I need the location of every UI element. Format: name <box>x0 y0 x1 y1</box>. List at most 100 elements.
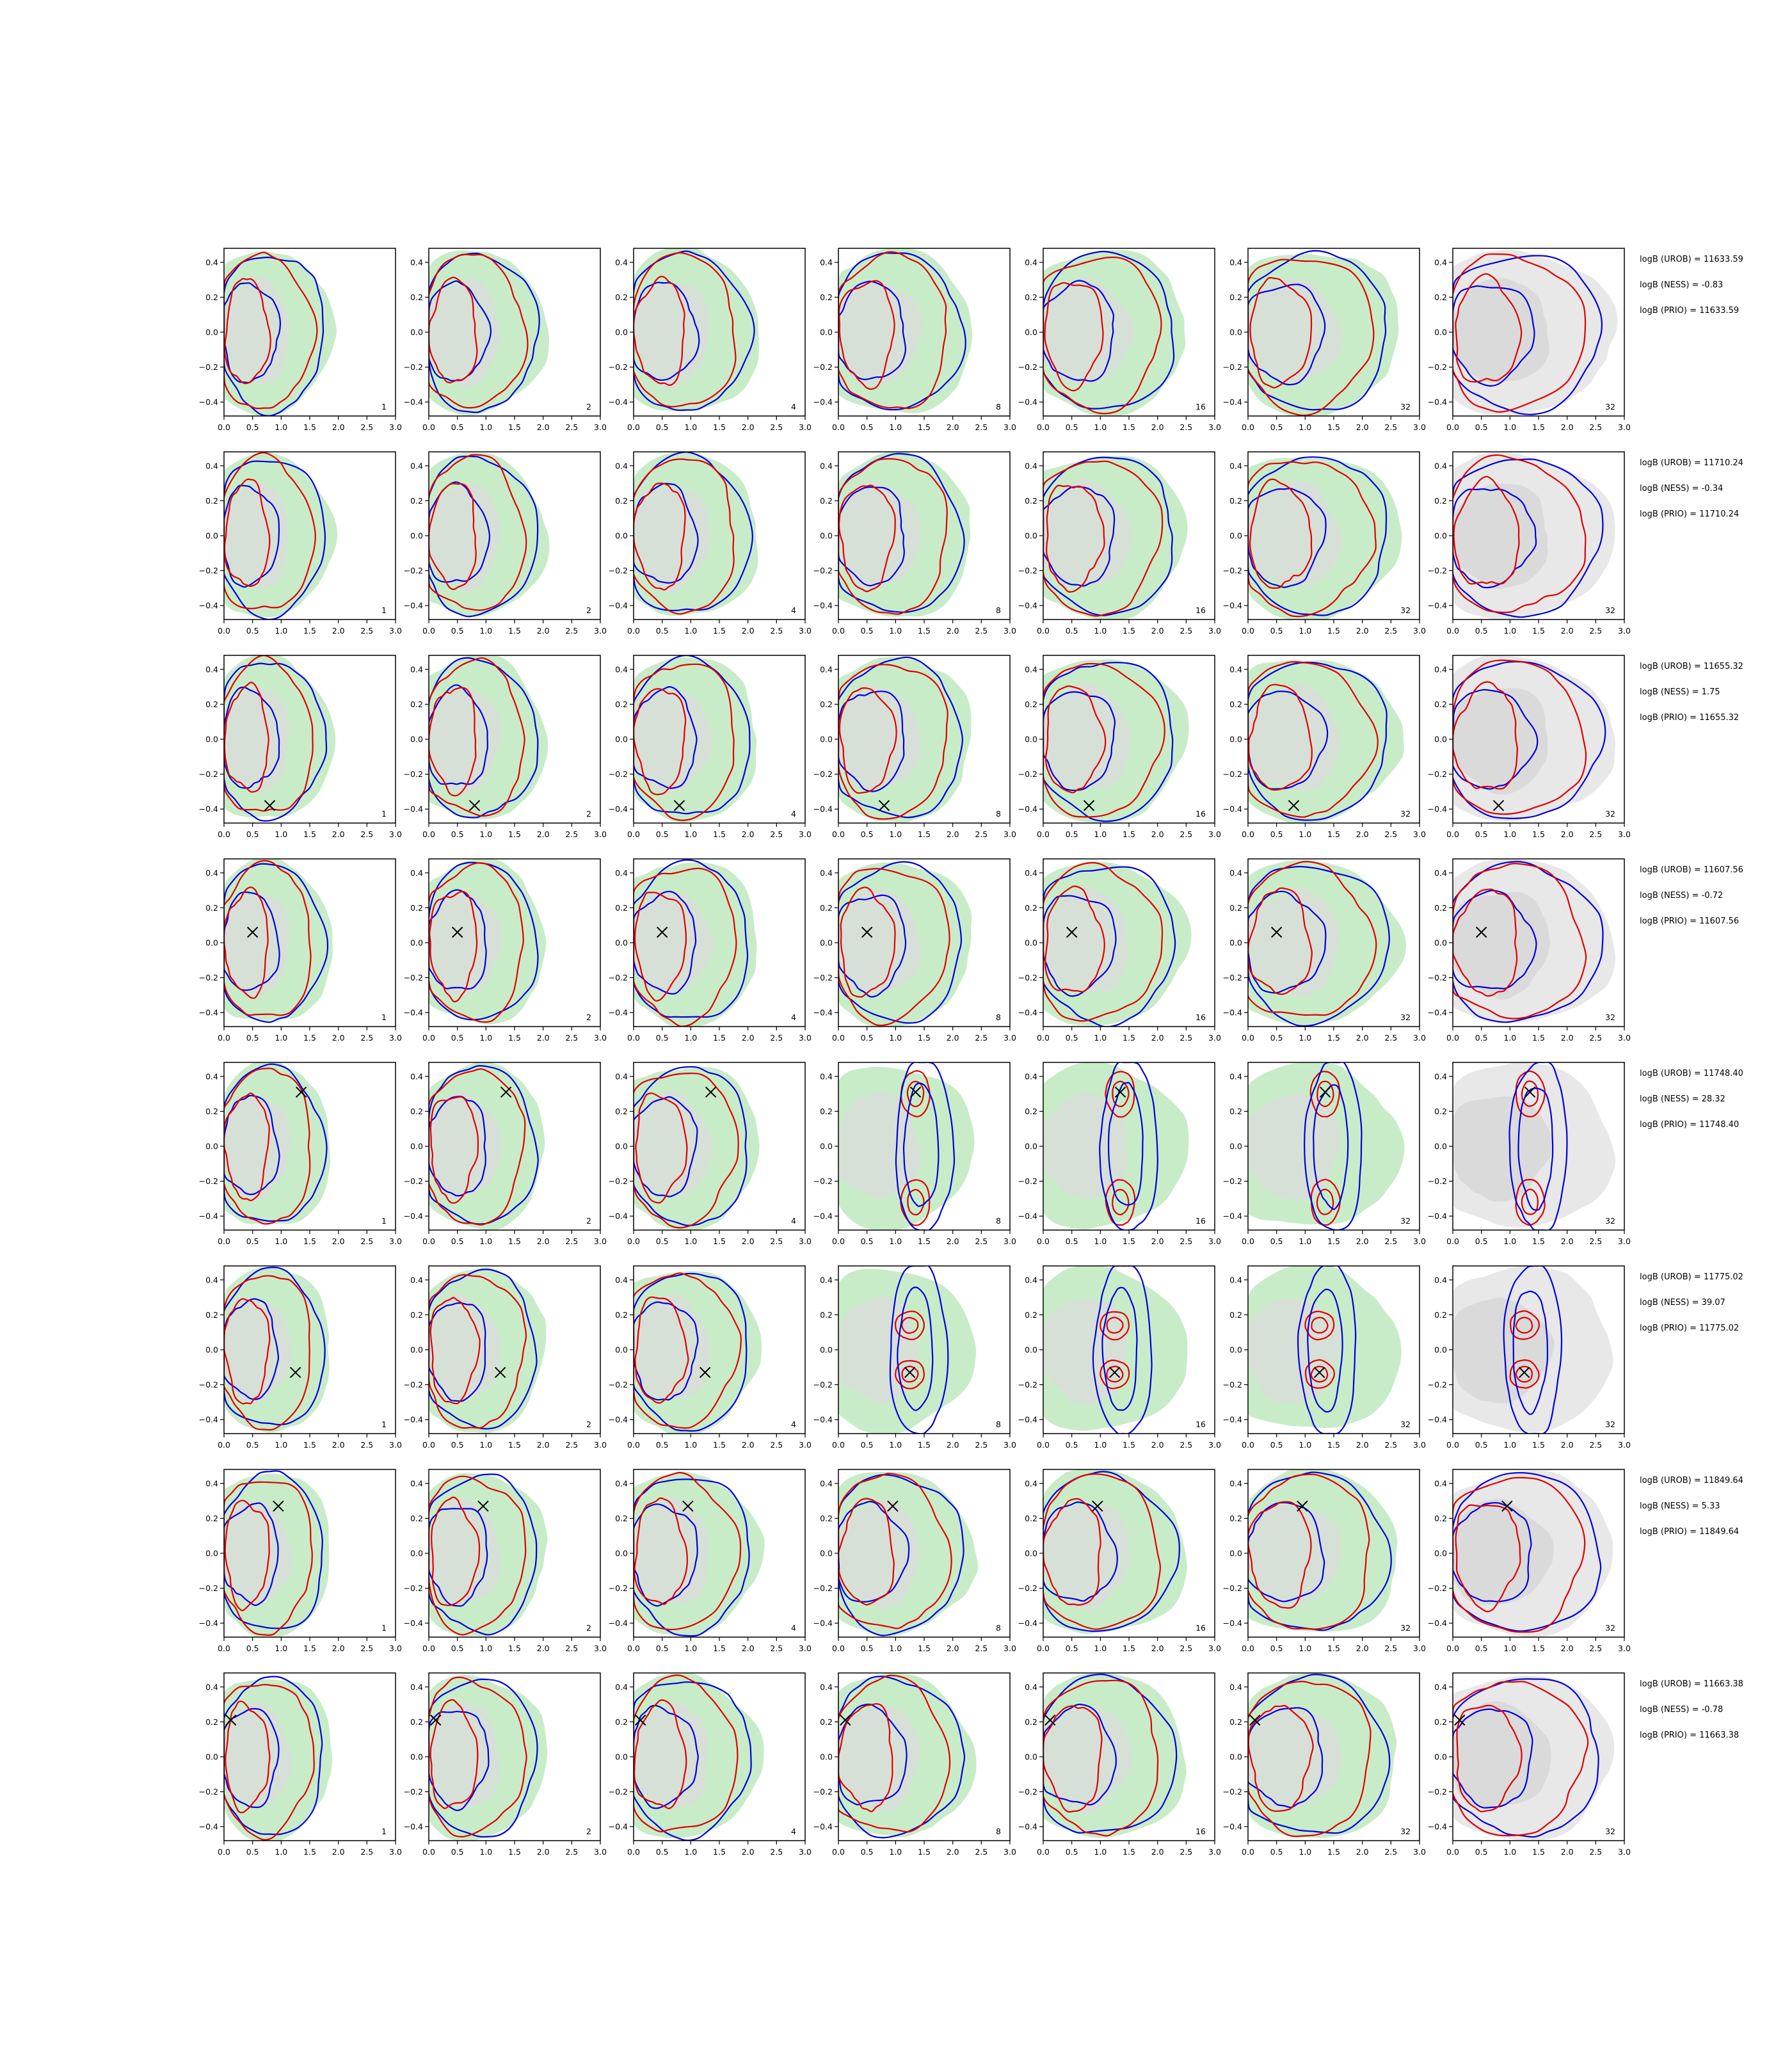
y-tick-label: 0.0 <box>615 1142 628 1151</box>
panel-r8-c7: 0.0 0.5 1.0 1.5 2.0 2.5 3.0 0.4 0.2 0.0 −0.2 −0.4 32 <box>1428 1672 1631 1857</box>
y-tick-label: 0.0 <box>1025 1345 1037 1355</box>
x-tick-label: 2.0 <box>537 1236 550 1246</box>
x-tick-label: 1.0 <box>275 1236 287 1246</box>
y-tick-label: 0.0 <box>1229 531 1242 541</box>
x-tick-label: 0.0 <box>627 1847 640 1857</box>
y-tick-label: 0.2 <box>820 1514 833 1523</box>
y-tick-label: 0.0 <box>1025 735 1037 744</box>
y-tick-label: 0.4 <box>410 1071 423 1081</box>
y-tick-label: 0.0 <box>615 1345 628 1355</box>
panel-r5-c6: 0.0 0.5 1.0 1.5 2.0 2.5 3.0 0.4 0.2 0.0 −0.2 −0.4 32 <box>1223 1062 1426 1246</box>
x-tick-label: 3.0 <box>1208 1847 1221 1857</box>
panel-r3-c6: 0.0 0.5 1.0 1.5 2.0 2.5 3.0 0.4 0.2 0.0 −0.2 −0.4 32 <box>1223 655 1426 839</box>
blue-contour <box>1248 1674 1391 1834</box>
x-tick-label: 1.0 <box>1094 1236 1107 1246</box>
y-tick-label: 0.4 <box>615 1682 628 1692</box>
x-tick-label: 0.0 <box>422 1440 435 1450</box>
y-axis: 0.4 0.2 0.0 −0.2 −0.4 <box>1428 1275 1453 1425</box>
x-tick-label: 0.5 <box>861 829 874 839</box>
red-contour <box>838 1473 952 1629</box>
x-tick-label: 0.0 <box>1446 1236 1459 1246</box>
y-tick-label: −0.2 <box>1018 1583 1037 1593</box>
x-tick-label: 1.5 <box>713 422 726 432</box>
x-tick-label: 1.5 <box>303 1236 316 1246</box>
y-axis: 0.4 0.2 0.0 −0.2 −0.4 <box>1018 1478 1043 1628</box>
x-tick-label: 2.0 <box>1561 1236 1574 1246</box>
x-tick-label: 2.0 <box>1356 1440 1369 1450</box>
x-axis: 0.0 0.5 1.0 1.5 2.0 2.5 3.0 <box>1037 823 1221 839</box>
x-tick-label: 3.0 <box>389 1847 402 1857</box>
y-tick-label: −0.2 <box>813 566 833 575</box>
y-tick-label: −0.2 <box>609 1583 628 1593</box>
x-tick-label: 0.0 <box>1446 1440 1459 1450</box>
x-tick-label: 1.5 <box>918 1236 931 1246</box>
x-tick-label: 3.0 <box>1208 422 1221 432</box>
y-tick-label: 0.0 <box>1434 1142 1447 1151</box>
y-tick-label: −0.2 <box>1223 769 1242 779</box>
x-axis: 0.0 0.5 1.0 1.5 2.0 2.5 3.0 <box>1446 1230 1631 1246</box>
y-tick-label: −0.4 <box>813 1008 833 1018</box>
x-tick-label: 1.5 <box>713 829 726 839</box>
blue-contour <box>1248 456 1388 616</box>
panel-r6-c5: 0.0 0.5 1.0 1.5 2.0 2.5 3.0 0.4 0.2 0.0 −0.2 −0.4 16 <box>1018 1265 1221 1450</box>
true-value-marker <box>1108 1366 1121 1379</box>
panel-label: 1 <box>381 402 387 412</box>
y-tick-label: −0.4 <box>199 1619 218 1628</box>
red-contour <box>431 1496 481 1606</box>
x-tick-label: 2.0 <box>947 626 959 636</box>
panel-r7-c4: 0.0 0.5 1.0 1.5 2.0 2.5 3.0 0.4 0.2 0.0 −0.2 −0.4 8 <box>813 1469 1016 1653</box>
y-tick-label: 0.2 <box>615 700 628 709</box>
x-tick-label: 0.5 <box>451 626 464 636</box>
panel-contours <box>1248 1062 1405 1230</box>
x-tick-label: 0.5 <box>246 1440 259 1450</box>
density-inner <box>1453 1096 1552 1202</box>
y-axis: 0.4 0.2 0.0 −0.2 −0.4 <box>199 1071 224 1221</box>
y-tick-label: 0.0 <box>205 1752 218 1762</box>
panel-contours <box>1453 1676 1615 1841</box>
x-tick-label: 2.5 <box>565 1440 578 1450</box>
y-tick-label: 0.2 <box>615 1717 628 1727</box>
x-tick-label: 2.0 <box>1151 1440 1164 1450</box>
x-axis: 0.0 0.5 1.0 1.5 2.0 2.5 3.0 <box>832 1637 1016 1653</box>
panel-contours <box>429 1674 548 1841</box>
panel-r5-c3: 0.0 0.5 1.0 1.5 2.0 2.5 3.0 0.4 0.2 0.0 −0.2 −0.4 4 <box>609 1062 812 1246</box>
red-contour <box>634 1296 689 1404</box>
blue-contour <box>429 1302 486 1402</box>
y-tick-label: 0.2 <box>820 700 833 709</box>
x-tick-label: 2.5 <box>770 626 783 636</box>
logb-note: logB (PRIO) = 11663.38 <box>1640 1731 1740 1740</box>
y-tick-label: 0.4 <box>410 461 423 470</box>
y-axis: 0.4 0.2 0.0 −0.2 −0.4 <box>1428 664 1453 814</box>
panel-contours <box>429 1062 545 1230</box>
y-tick-label: 0.4 <box>1434 1275 1447 1284</box>
x-tick-label: 2.0 <box>742 829 755 839</box>
x-tick-label: 1.5 <box>1327 1033 1340 1043</box>
x-tick-label: 2.5 <box>1180 829 1192 839</box>
x-tick-label: 0.0 <box>832 1236 845 1246</box>
panel-r1-c7: 0.0 0.5 1.0 1.5 2.0 2.5 3.0 0.4 0.2 0.0 −0.2 −0.4 32 <box>1428 248 1631 432</box>
logb-note: logB (PRIO) = 11710.24 <box>1640 509 1740 519</box>
blue-contour <box>1512 1290 1549 1415</box>
red-contour <box>1453 476 1520 585</box>
x-tick-label: 1.0 <box>1299 422 1311 432</box>
x-tick-label: 0.0 <box>1242 1033 1254 1043</box>
x-tick-label: 1.0 <box>1503 422 1516 432</box>
y-tick-label: −0.2 <box>199 973 218 982</box>
x-tick-label: 0.5 <box>861 1033 874 1043</box>
x-tick-label: 2.5 <box>1384 1236 1397 1246</box>
panel-contours <box>1248 1673 1397 1838</box>
x-tick-label: 0.0 <box>422 1236 435 1246</box>
panel-label: 8 <box>996 1623 1001 1633</box>
x-tick-label: 3.0 <box>1208 1644 1221 1653</box>
panel-label: 1 <box>381 1216 387 1226</box>
panel-contours <box>838 1062 975 1230</box>
panel-contours <box>1453 250 1618 416</box>
y-tick-label: 0.4 <box>1229 1682 1242 1692</box>
y-tick-label: −0.4 <box>813 397 833 407</box>
x-tick-label: 2.5 <box>1589 422 1602 432</box>
x-tick-label: 1.5 <box>508 1440 521 1450</box>
x-tick-label: 0.0 <box>627 829 640 839</box>
y-tick-label: −0.4 <box>1018 1619 1037 1628</box>
logb-note: logB (UROB) = 11655.32 <box>1640 662 1743 671</box>
y-tick-label: 0.4 <box>410 1478 423 1488</box>
